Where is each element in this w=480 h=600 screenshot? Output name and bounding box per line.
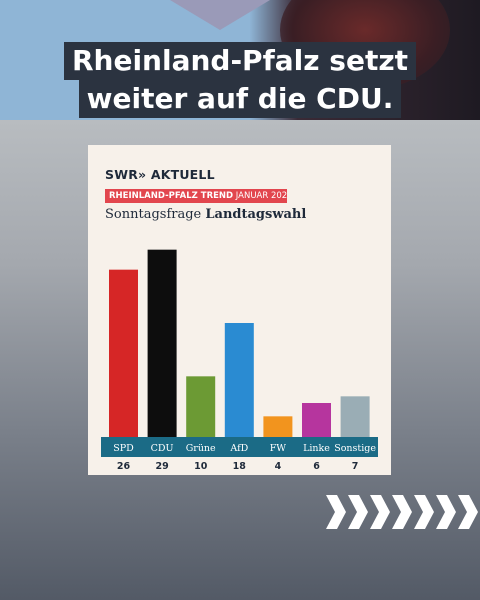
background-triangle	[170, 0, 270, 30]
bar-afd	[224, 323, 254, 443]
value-label: 10	[194, 461, 208, 472]
value-label: 29	[155, 461, 168, 472]
category-label-bar	[101, 437, 378, 457]
category-label: Sonstige	[334, 443, 376, 454]
bar-cdu	[147, 249, 177, 443]
headline-line-2: weiter auf die CDU.	[78, 80, 402, 118]
chevron-right-icon	[414, 495, 434, 529]
bar-sonstige	[340, 396, 370, 443]
category-label: AfD	[229, 443, 248, 454]
value-label: 18	[233, 461, 247, 472]
chevron-right-icon	[436, 495, 456, 529]
chevron-right-icon	[326, 495, 346, 529]
category-label: CDU	[151, 443, 174, 454]
category-label: Linke	[303, 443, 330, 454]
category-label: FW	[270, 443, 287, 454]
category-label: Grüne	[186, 443, 216, 454]
bar-grüne	[186, 376, 216, 443]
bar-linke	[302, 403, 331, 443]
chevron-right-icon	[392, 495, 412, 529]
value-label: 4	[275, 461, 282, 472]
chart-subtitle: Sonntagsfrage Landtagswahl	[105, 207, 306, 222]
headline-line-1: Rheinland-Pfalz setzt	[63, 42, 417, 80]
value-label: 26	[117, 461, 131, 472]
value-label: 7	[352, 461, 359, 472]
bar-spd	[109, 269, 138, 443]
category-label: SPD	[113, 443, 134, 454]
brand-logo: SWR» AKTUELL	[105, 167, 215, 182]
trend-badge: RHEINLAND-PFALZ TREND JANUAR 2026	[105, 189, 287, 203]
subtitle-bold: Landtagswahl	[205, 207, 307, 222]
chevron-right-icon	[348, 495, 368, 529]
chevron-right-icon	[458, 495, 478, 529]
value-label: 6	[313, 461, 320, 472]
badge-date: JANUAR 2026	[233, 191, 287, 201]
bar-chart: SPD CDU Grüne AfD FW Linke Sonstige 26 29 10 18 4 6…	[101, 249, 378, 472]
chevron-right-icon	[370, 495, 390, 529]
badge-bold: RHEINLAND-PFALZ TREND	[109, 191, 234, 201]
headline: Rheinland-Pfalz setzt weiter auf die CDU…	[0, 42, 480, 118]
subtitle-plain: Sonntagsfrage	[105, 207, 206, 222]
chart-card: SWR» AKTUELL RHEINLAND-PFALZ TREND JANUA…	[88, 145, 391, 475]
